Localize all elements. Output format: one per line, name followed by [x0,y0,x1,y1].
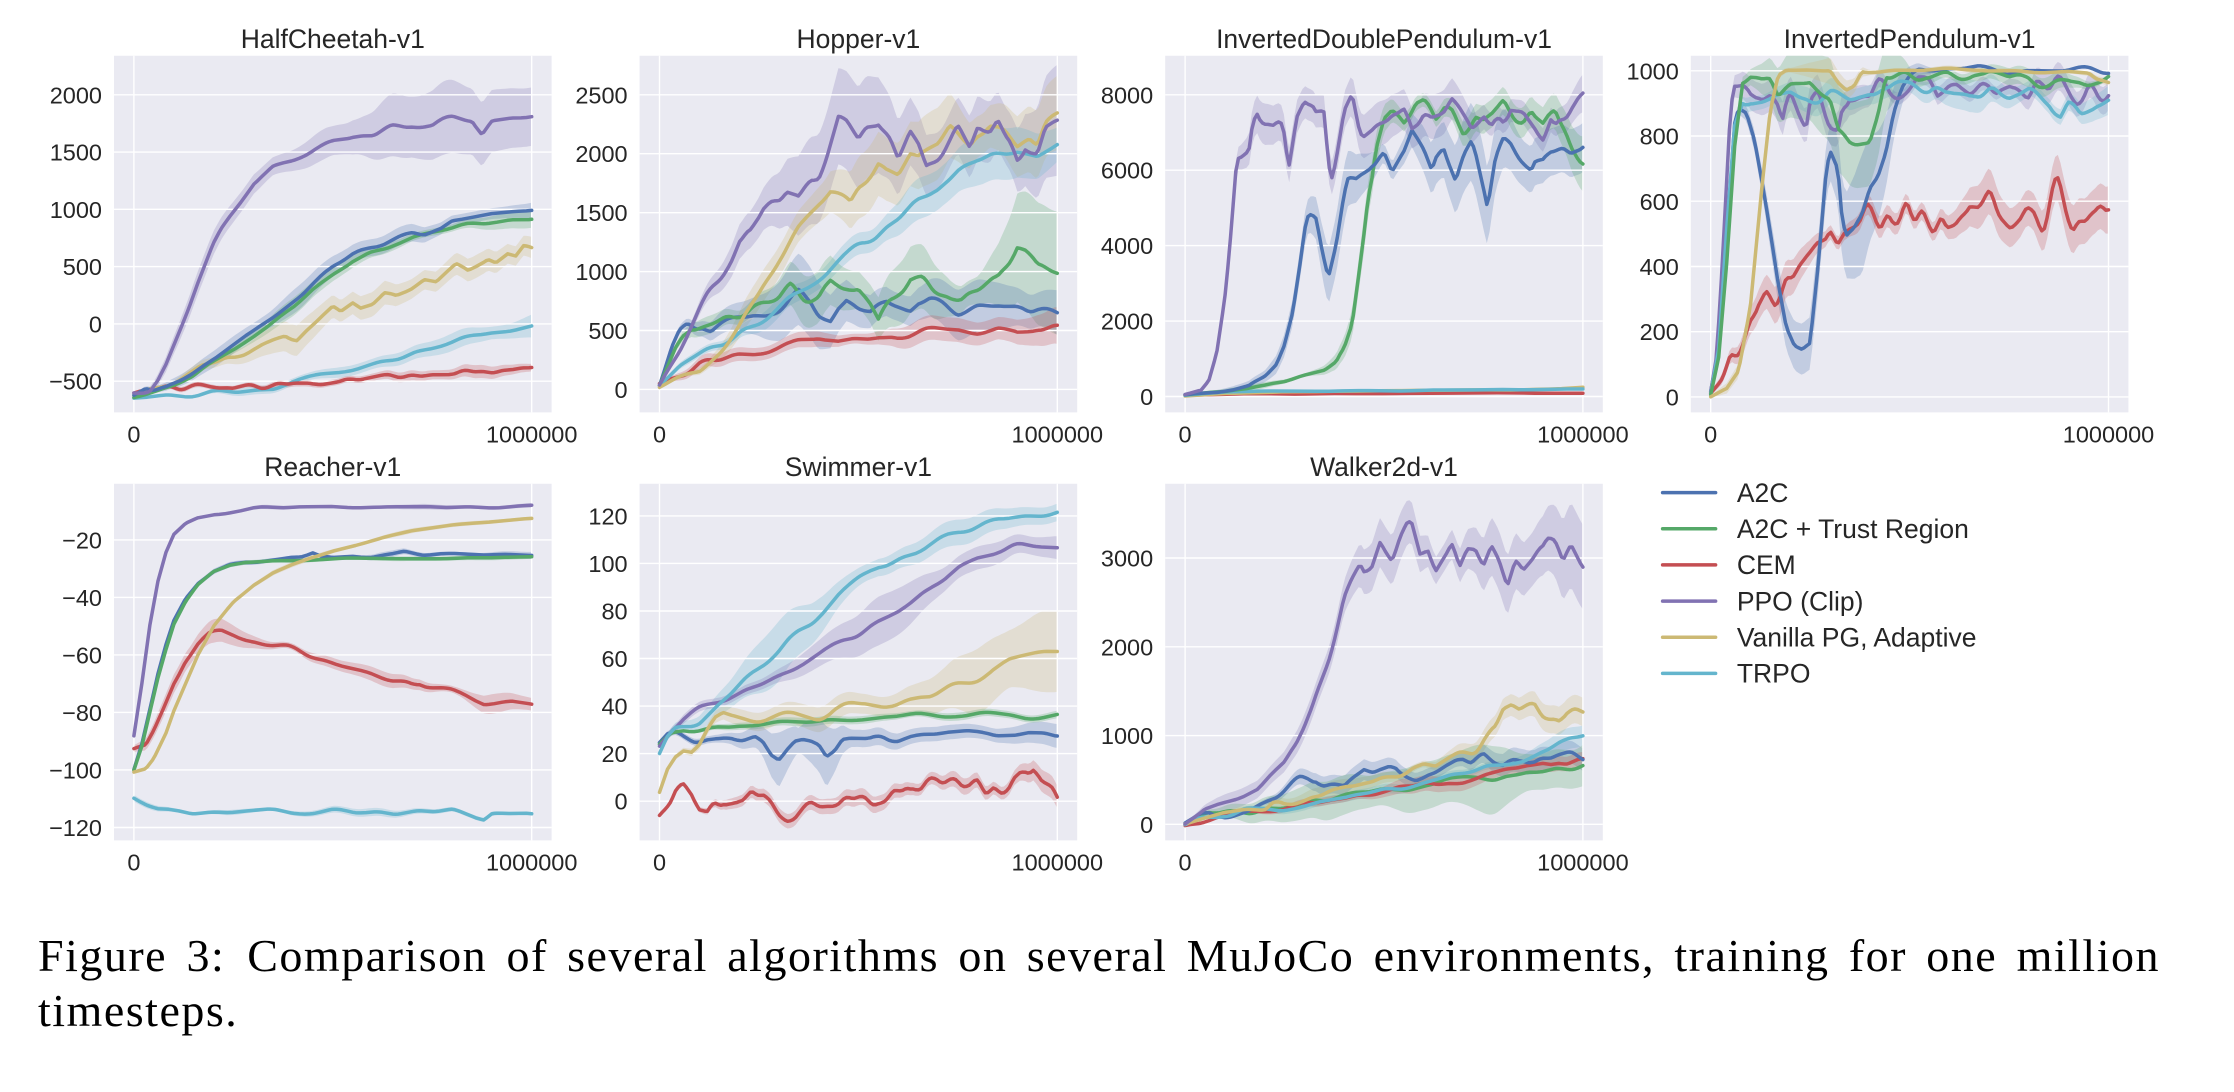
svg-text:−20: −20 [62,527,102,553]
svg-text:6000: 6000 [1101,158,1153,184]
svg-text:InvertedPendulum-v1: InvertedPendulum-v1 [1784,24,2036,54]
svg-text:1000000: 1000000 [1012,849,1104,875]
svg-text:TRPO: TRPO [1737,659,1811,689]
svg-text:−60: −60 [62,642,102,668]
svg-text:−40: −40 [62,585,102,611]
svg-text:0: 0 [127,849,140,875]
svg-text:0: 0 [653,849,666,875]
svg-text:1000000: 1000000 [486,849,578,875]
svg-text:20: 20 [601,741,627,767]
svg-text:0: 0 [1179,849,1192,875]
svg-text:0: 0 [615,789,628,815]
svg-text:40: 40 [601,694,627,720]
svg-text:1000000: 1000000 [2063,421,2155,447]
svg-text:2000: 2000 [575,141,627,167]
svg-text:A2C + Trust Region: A2C + Trust Region [1737,514,1969,544]
svg-text:2000: 2000 [1101,309,1153,335]
svg-text:800: 800 [1640,124,1679,150]
svg-text:CEM: CEM [1737,550,1796,580]
svg-text:Hopper-v1: Hopper-v1 [797,24,921,54]
svg-text:0: 0 [89,311,102,337]
svg-text:Vanilla PG, Adaptive: Vanilla PG, Adaptive [1737,622,1977,652]
svg-text:Swimmer-v1: Swimmer-v1 [785,452,932,482]
svg-text:0: 0 [127,421,140,447]
svg-text:−120: −120 [49,815,102,841]
svg-text:−80: −80 [62,700,102,726]
svg-text:1500: 1500 [575,200,627,226]
svg-text:1500: 1500 [50,140,102,166]
svg-text:Reacher-v1: Reacher-v1 [264,452,401,482]
svg-text:4000: 4000 [1101,233,1153,259]
svg-text:8000: 8000 [1101,82,1153,108]
svg-text:2500: 2500 [575,82,627,108]
svg-text:HalfCheetah-v1: HalfCheetah-v1 [241,24,425,54]
svg-text:2000: 2000 [1101,634,1153,660]
svg-text:200: 200 [1640,319,1679,345]
svg-text:0: 0 [1140,384,1153,410]
svg-text:1000000: 1000000 [1012,421,1104,447]
svg-text:60: 60 [601,646,627,672]
svg-text:Walker2d-v1: Walker2d-v1 [1310,452,1458,482]
svg-text:1000000: 1000000 [486,421,578,447]
svg-text:0: 0 [1666,384,1679,410]
svg-text:1000000: 1000000 [1537,849,1629,875]
svg-text:1000: 1000 [575,259,627,285]
svg-text:500: 500 [63,254,102,280]
svg-text:0: 0 [615,377,628,403]
svg-text:0: 0 [1140,812,1153,838]
svg-text:−100: −100 [49,757,102,783]
svg-text:2000: 2000 [50,82,102,108]
svg-text:600: 600 [1640,189,1679,215]
svg-text:−500: −500 [49,369,102,395]
svg-text:500: 500 [588,318,627,344]
svg-text:A2C: A2C [1737,478,1789,508]
svg-text:100: 100 [588,551,627,577]
svg-text:1000: 1000 [1101,723,1153,749]
svg-text:400: 400 [1640,254,1679,280]
svg-text:1000: 1000 [1627,58,1679,84]
svg-text:120: 120 [588,503,627,529]
svg-text:0: 0 [653,421,666,447]
svg-text:InvertedDoublePendulum-v1: InvertedDoublePendulum-v1 [1216,24,1552,54]
svg-text:1000000: 1000000 [1537,421,1629,447]
svg-text:3000: 3000 [1101,546,1153,572]
svg-text:80: 80 [601,599,627,625]
svg-text:0: 0 [1179,421,1192,447]
svg-text:PPO (Clip): PPO (Clip) [1737,586,1864,616]
svg-text:1000: 1000 [50,197,102,223]
svg-text:0: 0 [1704,421,1717,447]
